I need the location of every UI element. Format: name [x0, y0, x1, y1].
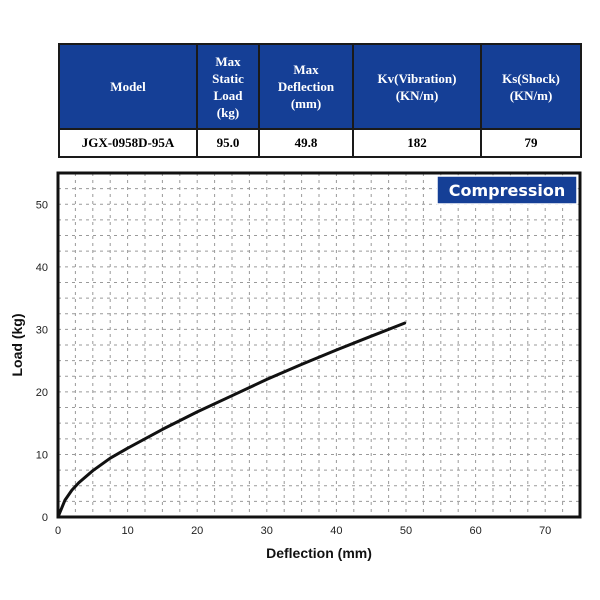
header-line: Static [212, 70, 244, 86]
x-tick-label: 10 [121, 525, 133, 537]
plot-frame [56, 171, 582, 519]
cell-max-static-load: 95.0 [196, 128, 260, 158]
cell-model: JGX-0958D-95A [58, 128, 198, 158]
tick-labels: 0 10 20 30 40 50 60 70 0 10 20 30 40 50 [36, 199, 552, 537]
grid [58, 173, 580, 517]
header-line: Max [293, 62, 319, 77]
header-line: Deflection [277, 79, 335, 94]
header-line: Load [213, 87, 243, 103]
y-tick-label: 20 [36, 387, 48, 399]
x-tick-label: 20 [191, 525, 203, 537]
header-model: Model [58, 43, 198, 130]
x-tick-label: 70 [539, 525, 551, 537]
header-max-static-load: Max Static Load (kg) [196, 43, 260, 130]
spec-header-row: Model Max Static Load (kg) Max Deflectio… [58, 43, 582, 130]
y-tick-label: 0 [42, 512, 48, 524]
header-line: Max [215, 53, 241, 69]
header-max-deflection: Max Deflection (mm) [258, 43, 354, 130]
y-tick-label: 30 [36, 324, 48, 336]
y-tick-label: 50 [36, 199, 48, 211]
x-tick-label: 40 [330, 525, 342, 537]
spec-data-row: JGX-0958D-95A 95.0 49.8 182 79 [58, 128, 582, 158]
header-line: (KN/m) [395, 87, 439, 103]
header-line: Kv(Vibration) [377, 70, 457, 86]
header-line: (kg) [216, 104, 240, 120]
series-layer [56, 321, 407, 519]
y-tick-label: 40 [36, 262, 48, 274]
cell-kv: 182 [352, 128, 482, 158]
cell-ks: 79 [480, 128, 582, 158]
compression-badge: Compression [436, 175, 578, 205]
x-tick-label: 0 [55, 525, 61, 537]
x-axis-title: Deflection (mm) [266, 545, 372, 561]
header-line: Ks(Shock) [502, 70, 560, 86]
x-tick-label: 50 [400, 525, 412, 537]
cell-max-deflection: 49.8 [258, 128, 354, 158]
x-tick-label: 30 [261, 525, 273, 537]
y-axis-title: Load (kg) [9, 314, 25, 377]
header-ks-shock: Ks(Shock) (KN/m) [480, 43, 582, 130]
header-line: (mm) [290, 96, 322, 111]
header-kv-vibration: Kv(Vibration) (KN/m) [352, 43, 482, 130]
load-deflection-chart: 0 10 20 30 40 50 60 70 0 10 20 30 40 50 Compression D… [9, 171, 582, 561]
y-tick-label: 10 [36, 449, 48, 461]
header-line: (KN/m) [509, 87, 553, 103]
spec-table: Model Max Static Load (kg) Max Deflectio… [58, 43, 582, 158]
badge-label: Compression [449, 181, 566, 200]
badge-background [436, 175, 578, 205]
x-tick-label: 60 [469, 525, 481, 537]
header-line: Model [110, 79, 146, 94]
series-line [56, 321, 407, 519]
